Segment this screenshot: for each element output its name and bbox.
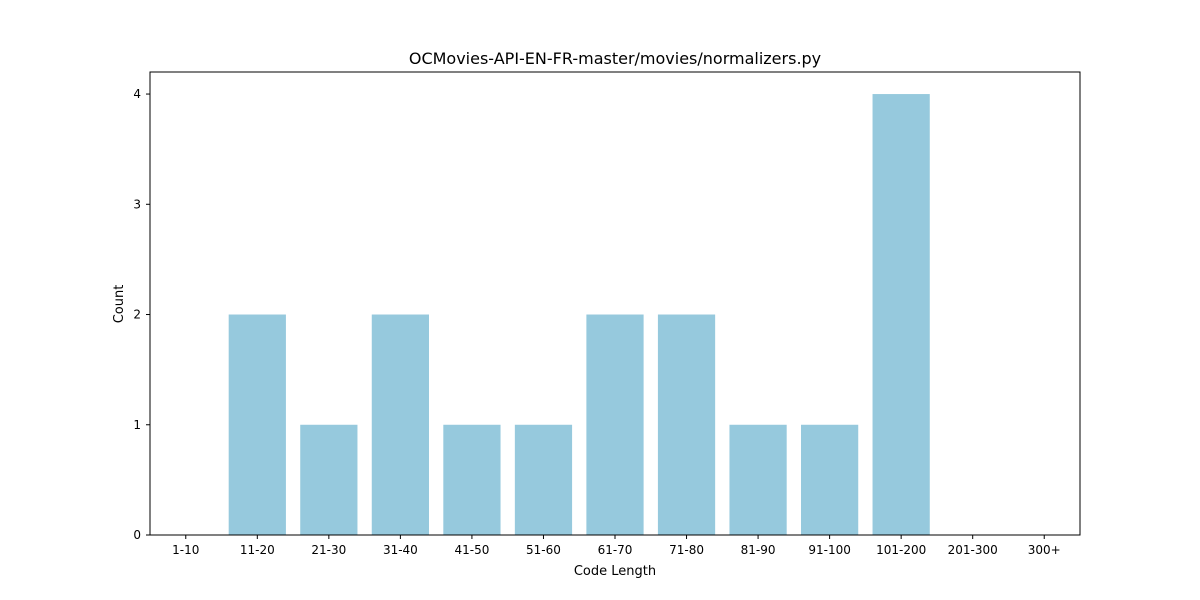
bar-21-30 (300, 424, 358, 535)
chart-title: OCMovies-API-EN-FR-master/movies/normali… (409, 49, 821, 68)
bar-41-50 (443, 424, 501, 535)
x-tick-label: 31-40 (383, 543, 418, 557)
x-tick-label: 71-80 (669, 543, 704, 557)
x-tick-label: 101-200 (876, 543, 926, 557)
x-tick-label: 41-50 (454, 543, 489, 557)
bar-31-40 (371, 314, 429, 535)
ticks-layer: 1-10 11-20 21-30 31-40 41-50 51-60 61-70 71-80 8… (133, 87, 1060, 557)
x-tick-label: 61-70 (598, 543, 633, 557)
x-tick-label: 91-100 (808, 543, 851, 557)
x-tick-label: 300+ (1028, 543, 1061, 557)
x-tick-label: 1-10 (172, 543, 199, 557)
x-tick-label: 81-90 (741, 543, 776, 557)
y-tick-label: 2 (133, 308, 141, 322)
bar-11-20 (228, 314, 286, 535)
y-tick-label: 1 (133, 418, 141, 432)
bar-71-80 (657, 314, 716, 535)
x-tick-label: 21-30 (311, 543, 346, 557)
bar-91-100 (801, 424, 859, 535)
bars-layer (228, 94, 930, 536)
bar-61-70 (586, 314, 644, 535)
y-axis-label: Count (112, 285, 127, 324)
bar-101-200 (872, 94, 930, 536)
x-tick-label: 51-60 (526, 543, 561, 557)
x-axis-label: Code Length (574, 564, 656, 579)
y-tick-label: 0 (133, 528, 141, 542)
y-tick-label: 4 (133, 87, 141, 101)
bar-81-90 (729, 424, 787, 535)
x-tick-label: 201-300 (948, 543, 998, 557)
y-tick-label: 3 (133, 197, 141, 211)
x-tick-label: 11-20 (240, 543, 275, 557)
bar-51-60 (514, 424, 573, 535)
